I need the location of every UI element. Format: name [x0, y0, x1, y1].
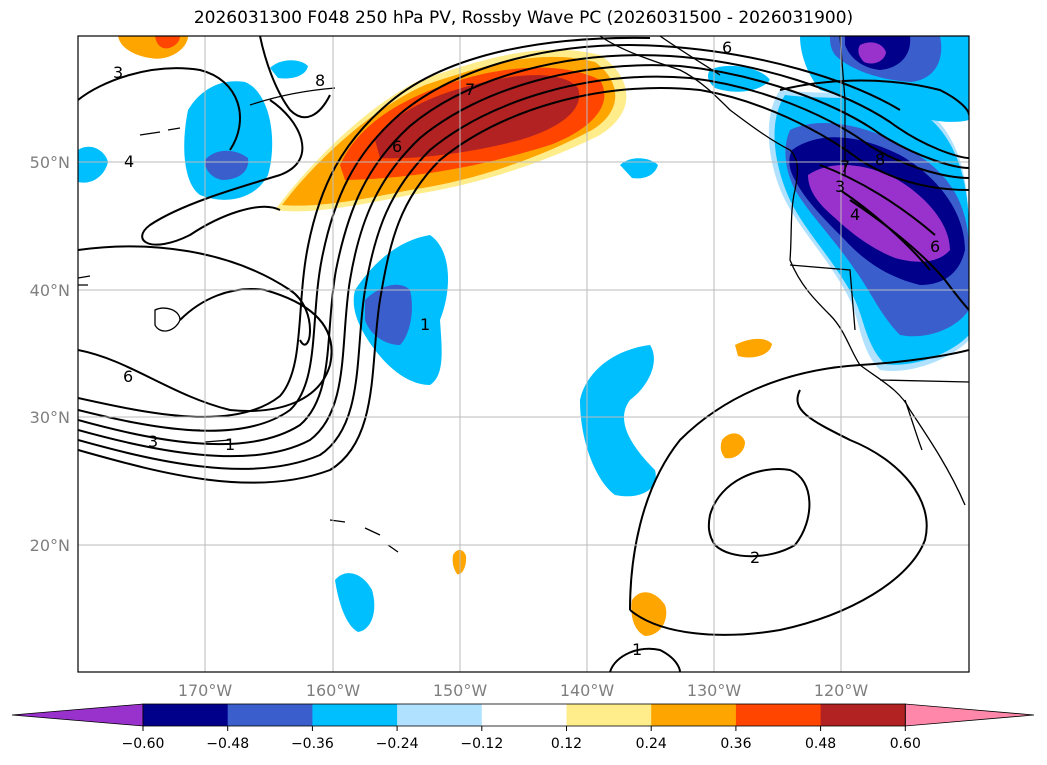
svg-text:6: 6 — [123, 367, 133, 386]
svg-text:4: 4 — [850, 205, 860, 224]
svg-text:3: 3 — [835, 177, 845, 196]
svg-text:7: 7 — [840, 157, 850, 176]
colorbar-tick-label: 0.12 — [551, 736, 582, 752]
lon-labels: 170°W 160°W 150°W 140°W 130°W 120°W — [178, 681, 869, 700]
colorbar-segment — [397, 704, 483, 726]
colorbar-segment — [312, 704, 398, 726]
map-frame — [77, 35, 970, 673]
colorbar-segment — [820, 704, 906, 726]
colorbar: −0.60 −0.48 −0.36 −0.24 −0.12 0.12 0.24 0.36 0.4… — [11, 703, 1035, 752]
lat-label: 20°N — [30, 536, 70, 555]
lon-label: 120°W — [814, 681, 869, 700]
colorbar-segment — [227, 704, 313, 726]
colorbar-segment — [481, 704, 567, 726]
gridlines — [78, 36, 969, 672]
colorbar-tick-label: −0.60 — [122, 736, 165, 752]
svg-text:6: 6 — [392, 137, 402, 156]
colorbar-tick-label: −0.48 — [206, 736, 249, 752]
svg-text:4: 4 — [124, 152, 134, 171]
svg-text:1: 1 — [420, 315, 430, 334]
colorbar-segment — [143, 704, 229, 726]
colorbar-tick-label: 0.36 — [720, 736, 751, 752]
svg-text:6: 6 — [722, 38, 732, 57]
svg-text:8: 8 — [315, 71, 325, 90]
colorbar-tick-label: 0.60 — [890, 736, 921, 752]
svg-text:6: 6 — [930, 237, 940, 256]
colorbar-extend-min — [11, 703, 144, 727]
coastlines — [78, 36, 969, 553]
lon-label: 170°W — [178, 681, 233, 700]
contour-labels: 3 8 4 7 6 1 6 6 7 8 4 6 3 1 2 1 3 — [113, 38, 940, 659]
svg-text:1: 1 — [225, 435, 235, 454]
svg-text:3: 3 — [113, 63, 123, 82]
lat-label: 30°N — [30, 408, 70, 427]
lon-label: 160°W — [306, 681, 361, 700]
colorbar-segment — [735, 704, 822, 726]
colorbar-segment — [651, 704, 737, 726]
map-title: 2026031300 F048 250 hPa PV, Rossby Wave … — [193, 8, 854, 28]
colorbar-tick-label: −0.12 — [460, 736, 503, 752]
lat-labels: 50°N 40°N 30°N 20°N — [30, 153, 70, 555]
lon-label: 150°W — [433, 681, 488, 700]
colorbar-segment — [566, 704, 652, 726]
lat-label: 40°N — [30, 281, 70, 300]
colorbar-frame — [142, 703, 906, 727]
svg-text:7: 7 — [465, 80, 475, 99]
svg-text:3: 3 — [148, 432, 158, 451]
lon-label: 130°W — [687, 681, 742, 700]
colorbar-extend-max — [904, 703, 1035, 727]
lon-label: 140°W — [560, 681, 615, 700]
svg-text:8: 8 — [875, 150, 885, 169]
colorbar-tick-label: 0.24 — [636, 736, 667, 752]
colorbar-tick-label: 0.48 — [805, 736, 836, 752]
pv-contours — [78, 36, 969, 672]
colorbar-tick-label: −0.36 — [291, 736, 334, 752]
lat-label: 50°N — [30, 153, 70, 172]
colorbar-tick-label: −0.24 — [376, 736, 419, 752]
svg-text:2: 2 — [750, 548, 760, 567]
svg-text:1: 1 — [632, 640, 642, 659]
